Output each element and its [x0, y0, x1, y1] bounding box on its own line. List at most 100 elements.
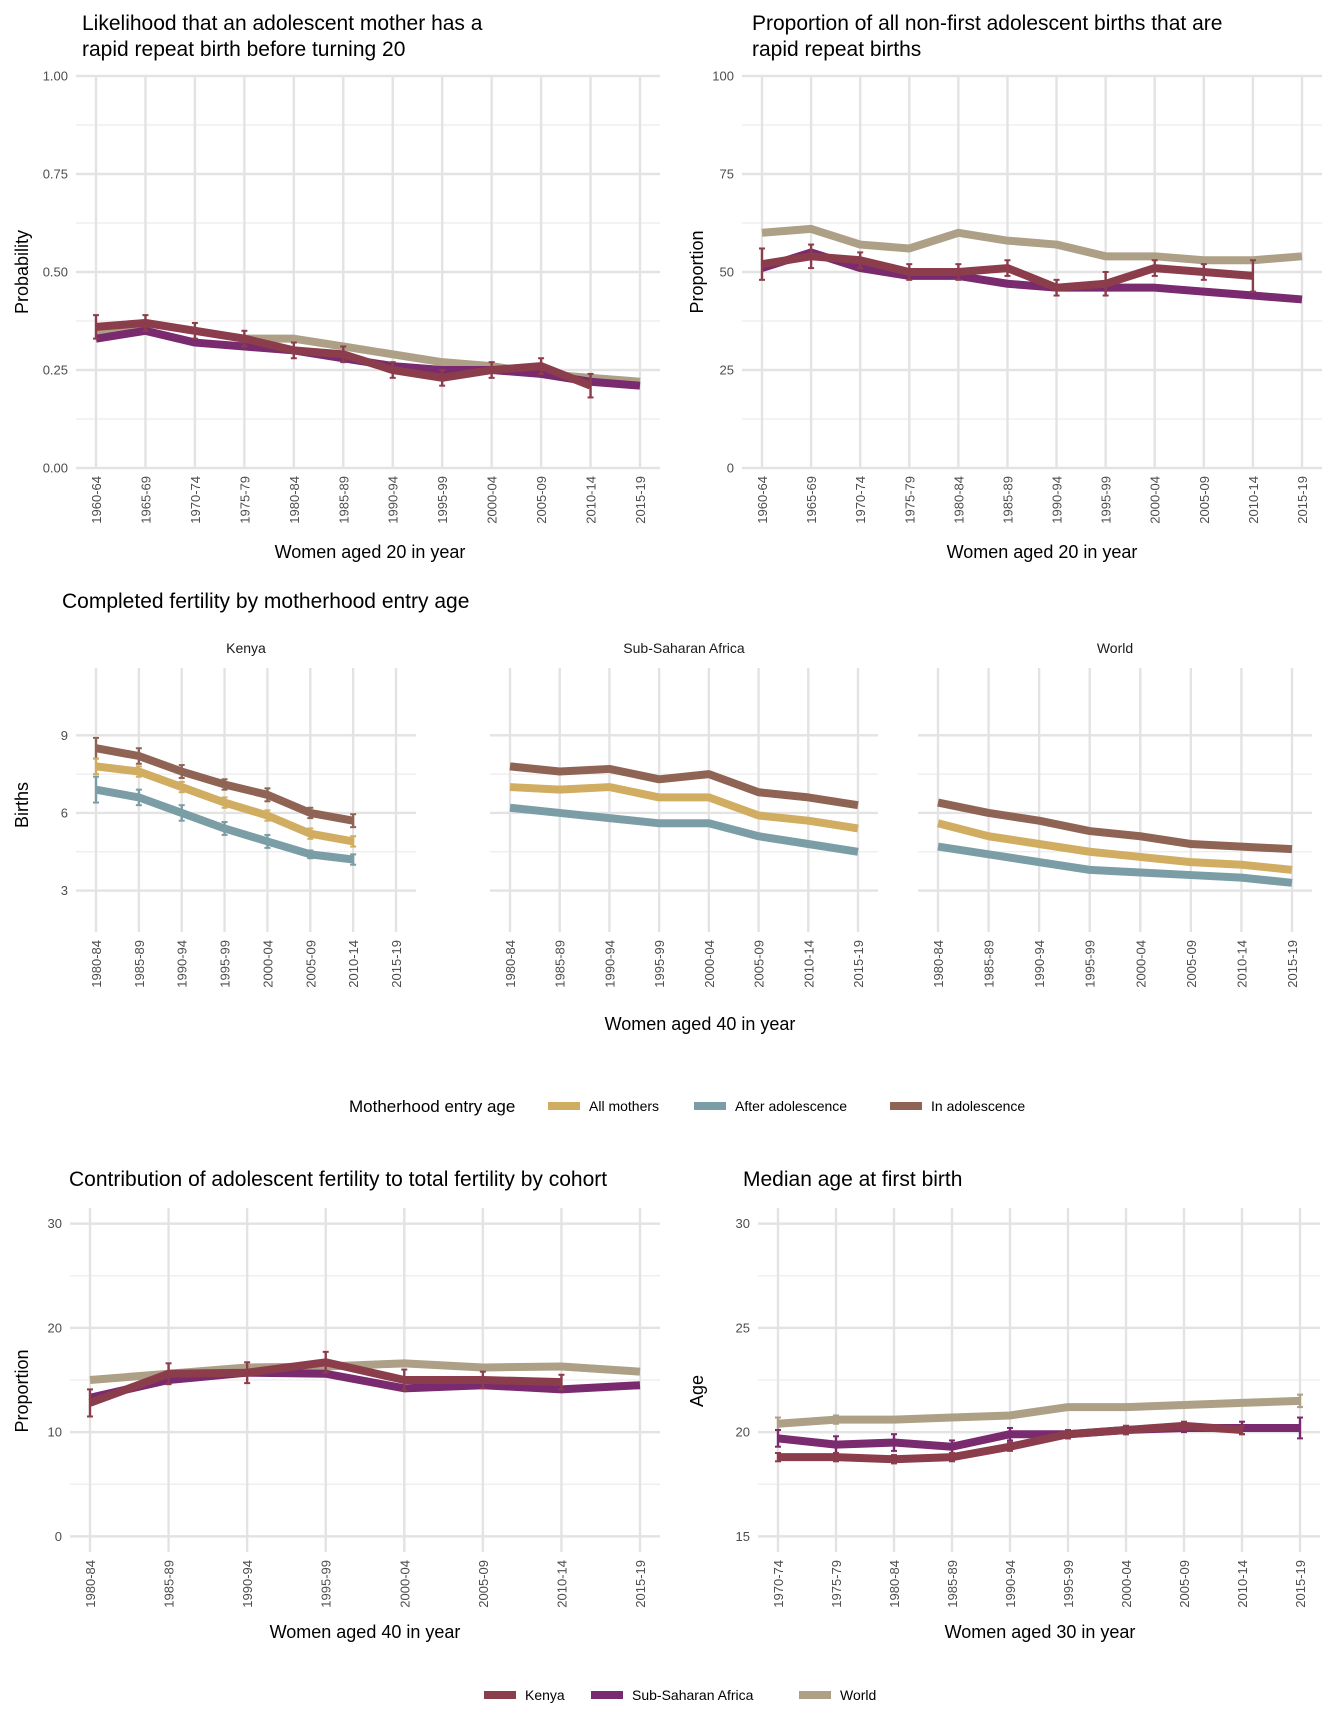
y-axis-label: Births [12, 782, 32, 828]
y-tick-label: 15 [736, 1529, 750, 1544]
x-tick-label: 1990-94 [602, 940, 617, 988]
y-tick-label: 0 [55, 1529, 62, 1544]
y-axis-label: Proportion [12, 1349, 32, 1432]
panel-median-age-first-birth: 15 20 25 30 1970-74 1975-79 1980-84 1985-89 1990… [736, 1208, 1320, 1608]
x-tick-label: 1960-64 [89, 476, 104, 524]
legend-title: Motherhood entry age [349, 1097, 515, 1116]
series-world [761, 224, 1303, 265]
x-tick-label: 1995-99 [435, 476, 450, 524]
facet-sub-saharan-africa: 1980-84 1985-89 1990-94 1995-99 2000-04 2005-… [490, 668, 878, 988]
series-sub-saharan-africa [89, 1368, 641, 1402]
x-tick-label: 1990-94 [1032, 940, 1047, 988]
x-tick-label: 2015-19 [1295, 476, 1310, 524]
y-tick-label: 0 [727, 461, 734, 476]
x-tick-label: 1995-99 [319, 1560, 334, 1608]
y-tick-label: 0.00 [43, 461, 68, 476]
y-tick-label: 3 [61, 883, 68, 898]
series-kenya [759, 243, 1256, 297]
x-tick-label: 2010-14 [1246, 476, 1261, 524]
x-tick-label: 2010-14 [346, 940, 361, 988]
panel-adolescent-contribution: 0 10 20 30 1980-84 1985-89 1990-94 1995-99 2000-… [48, 1208, 660, 1608]
x-tick-label: 1980-84 [83, 1560, 98, 1608]
x-tick-label: 2000-04 [260, 940, 275, 988]
series-world [775, 1393, 1303, 1432]
y-tick-label: 0.50 [43, 265, 68, 280]
x-axis-label: Women aged 40 in year [270, 1622, 461, 1642]
series-kenya [775, 1420, 1245, 1465]
x-tick-label: 2005-09 [752, 940, 767, 988]
series-after-adolescence [93, 775, 357, 866]
chart-title-line: Proportion of all non-first adolescent b… [752, 12, 1222, 35]
x-tick-label: 1985-89 [1000, 476, 1015, 524]
y-tick-label: 25 [736, 1320, 750, 1335]
x-tick-label: 1985-89 [945, 1560, 960, 1608]
x-tick-label: 2010-14 [584, 476, 599, 524]
x-tick-label: 1980-84 [931, 940, 946, 988]
x-tick-label: 1970-74 [188, 476, 203, 524]
y-tick-label: 0.75 [43, 167, 68, 182]
legend-motherhood-entry-age: Motherhood entry age All mothers After ado… [349, 1097, 1025, 1116]
x-tick-label: 2010-14 [554, 1560, 569, 1608]
y-tick-label: 0.25 [43, 363, 68, 378]
chart-title-line: rapid repeat births [752, 38, 921, 61]
x-tick-label: 2010-14 [1235, 1560, 1250, 1608]
y-tick-label: 9 [61, 728, 68, 743]
x-tick-label: 2010-14 [1234, 940, 1249, 988]
y-tick-label: 1.00 [43, 69, 68, 84]
panel-rapid-repeat-likelihood: 0.00 0.25 0.50 0.75 1.00 1960-64 1965-69 1970-7… [43, 69, 660, 524]
x-tick-label: 2005-09 [476, 1560, 491, 1608]
series-all-mothers [509, 783, 859, 833]
x-tick-label: 1970-74 [771, 1560, 786, 1608]
chart-title-line: rapid repeat birth before turning 20 [82, 38, 405, 61]
legend-label: World [840, 1687, 876, 1703]
series-line [89, 1368, 641, 1402]
series-all-mothers [937, 819, 1293, 874]
facet-world: 1980-84 1985-89 1990-94 1995-99 2000-04 2005-… [918, 668, 1312, 988]
x-tick-label: 1990-94 [1003, 1560, 1018, 1608]
x-axis-label: Women aged 30 in year [945, 1622, 1136, 1642]
y-tick-label: 100 [712, 69, 734, 84]
x-tick-label: 1985-89 [982, 940, 997, 988]
series-line [509, 783, 859, 833]
y-axis-label: Probability [12, 230, 32, 314]
series-line [509, 762, 859, 810]
y-tick-label: 50 [720, 265, 734, 280]
series-after-adolescence [509, 803, 859, 856]
legend-label: Kenya [525, 1687, 565, 1703]
x-tick-label: 1960-64 [755, 476, 770, 524]
x-tick-label: 1975-79 [829, 1560, 844, 1608]
x-tick-label: 2005-09 [303, 940, 318, 988]
x-tick-label: 2015-19 [1293, 1560, 1308, 1608]
legend-label: All mothers [589, 1098, 659, 1114]
series-line [761, 224, 1303, 265]
x-tick-label: 2000-04 [1148, 476, 1163, 524]
chart-title: Contribution of adolescent fertility to … [69, 1168, 607, 1191]
x-tick-label: 2015-19 [389, 940, 404, 988]
series-line [509, 803, 859, 856]
y-axis-label: Proportion [687, 230, 707, 313]
series-kenya [93, 314, 594, 399]
y-tick-label: 6 [61, 805, 68, 820]
x-tick-label: 1990-94 [175, 940, 190, 988]
x-tick-label: 1995-99 [652, 940, 667, 988]
chart-title: Completed fertility by motherhood entry … [62, 590, 469, 613]
x-tick-label: 1980-84 [503, 940, 518, 988]
series-line [760, 248, 1303, 304]
x-tick-label: 1995-99 [218, 940, 233, 988]
x-axis-label: Women aged 20 in year [275, 542, 466, 562]
series-all-mothers [93, 757, 357, 848]
series-line [937, 819, 1293, 874]
chart-title-line: Likelihood that an adolescent mother has… [82, 12, 483, 35]
y-tick-label: 20 [736, 1425, 750, 1440]
x-axis-label: Women aged 40 in year [605, 1014, 796, 1034]
x-tick-label: 2000-04 [702, 940, 717, 988]
x-tick-label: 2000-04 [1133, 940, 1148, 988]
x-tick-label: 1980-84 [951, 476, 966, 524]
x-tick-label: 1975-79 [902, 476, 917, 524]
x-tick-label: 2000-04 [397, 1560, 412, 1608]
y-tick-label: 25 [720, 363, 734, 378]
facet-label: World [1097, 640, 1133, 656]
x-tick-label: 1990-94 [1050, 476, 1065, 524]
x-tick-label: 2015-19 [633, 1560, 648, 1608]
x-tick-label: 2005-09 [1184, 940, 1199, 988]
